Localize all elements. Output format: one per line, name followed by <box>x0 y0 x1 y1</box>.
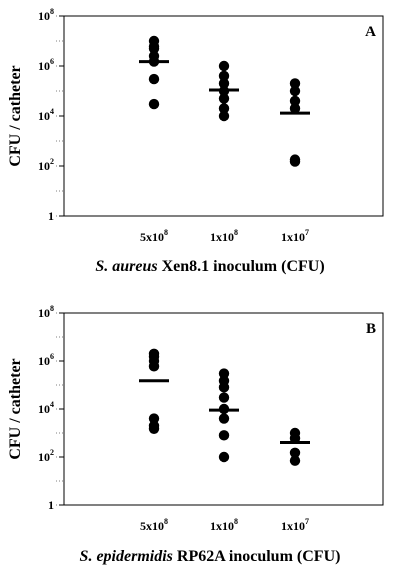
data-point <box>218 60 230 72</box>
data-point <box>289 156 301 167</box>
y-tick-base: 10 <box>38 59 50 73</box>
y-tick-base: 10 <box>38 354 50 368</box>
y-tick-base: 10 <box>38 450 50 464</box>
y-axis-label: CFU / catheter <box>7 358 24 459</box>
y-tick-base: 1 <box>48 209 54 223</box>
category-exp: 7 <box>305 228 309 237</box>
data-point <box>218 103 230 114</box>
y-tick-label: 106 <box>38 57 54 73</box>
y-tick-exp: 4 <box>50 400 54 409</box>
category-label: 5x108 <box>140 517 168 533</box>
data-point <box>289 447 301 458</box>
category-exp: 7 <box>305 517 309 526</box>
data-point <box>218 110 230 122</box>
data-point <box>289 78 301 89</box>
y-tick-exp: 2 <box>50 448 54 457</box>
y-tick-base: 10 <box>38 159 50 173</box>
x-axis-label-rest: RP62A inoculum (CFU) <box>173 548 341 565</box>
data-point <box>148 98 160 110</box>
y-tick-label: 102 <box>38 448 54 464</box>
category-label: 1x107 <box>281 228 309 244</box>
y-tick-base: 10 <box>38 9 50 23</box>
y-tick-exp: 8 <box>50 304 54 313</box>
y-tick-label: 1 <box>48 498 54 512</box>
data-point <box>218 78 230 89</box>
data-point <box>218 382 230 393</box>
data-point <box>218 451 230 463</box>
category-exp: 8 <box>164 228 168 237</box>
x-axis-label: S. aureus Xen8.1 inoculum (CFU) <box>95 258 324 275</box>
data-point <box>148 413 160 424</box>
y-tick-exp: 6 <box>50 57 54 66</box>
category-label: 5x108 <box>140 228 168 244</box>
y-tick-base: 10 <box>38 109 50 123</box>
category-base: 1x10 <box>210 230 234 244</box>
y-tick-label: 104 <box>38 400 54 416</box>
y-tick-label: 104 <box>38 107 54 123</box>
category-exp: 8 <box>164 517 168 526</box>
panel-letter: A <box>365 24 376 40</box>
y-tick-label: 108 <box>38 7 54 23</box>
y-tick-base: 10 <box>38 402 50 416</box>
category-label: 1x107 <box>281 517 309 533</box>
y-tick-exp: 6 <box>50 352 54 361</box>
data-point <box>289 103 301 114</box>
y-tick-exp: 8 <box>50 7 54 16</box>
y-tick-exp: 2 <box>50 157 54 166</box>
x-axis-label-rest: Xen8.1 inoculum (CFU) <box>158 258 325 275</box>
y-tick-base: 10 <box>38 306 50 320</box>
data-point <box>218 368 230 379</box>
data-point <box>148 43 160 54</box>
data-point <box>289 455 301 466</box>
category-exp: 8 <box>234 228 238 237</box>
category-base: 1x10 <box>210 519 234 533</box>
data-point <box>218 392 230 403</box>
data-point <box>218 93 230 104</box>
category-base: 5x10 <box>140 230 164 244</box>
category-exp: 8 <box>234 517 238 526</box>
category-label: 1x108 <box>210 228 238 244</box>
category-base: 1x10 <box>281 230 305 244</box>
y-tick-base: 1 <box>48 498 54 512</box>
category-base: 1x10 <box>281 519 305 533</box>
data-point <box>289 85 301 97</box>
data-point <box>289 433 301 444</box>
x-axis-label-species: S. epidermidis <box>80 548 173 565</box>
data-point <box>218 70 230 82</box>
y-tick-exp: 4 <box>50 107 54 116</box>
data-point <box>218 430 230 441</box>
data-point <box>148 423 160 434</box>
y-tick-label: 102 <box>38 157 54 173</box>
y-tick-label: 108 <box>38 304 54 320</box>
y-axis-label: CFU / catheter <box>7 65 24 166</box>
y-tick-label: 106 <box>38 352 54 368</box>
category-label: 1x108 <box>210 517 238 533</box>
data-point <box>148 361 160 372</box>
category-base: 5x10 <box>140 519 164 533</box>
x-axis-label-species: S. aureus <box>95 258 157 275</box>
data-point <box>148 73 160 85</box>
y-tick-label: 1 <box>48 209 54 223</box>
x-axis-label: S. epidermidis RP62A inoculum (CFU) <box>80 548 341 565</box>
data-point <box>289 95 301 107</box>
data-point <box>218 413 230 424</box>
panel-letter: B <box>366 321 376 337</box>
